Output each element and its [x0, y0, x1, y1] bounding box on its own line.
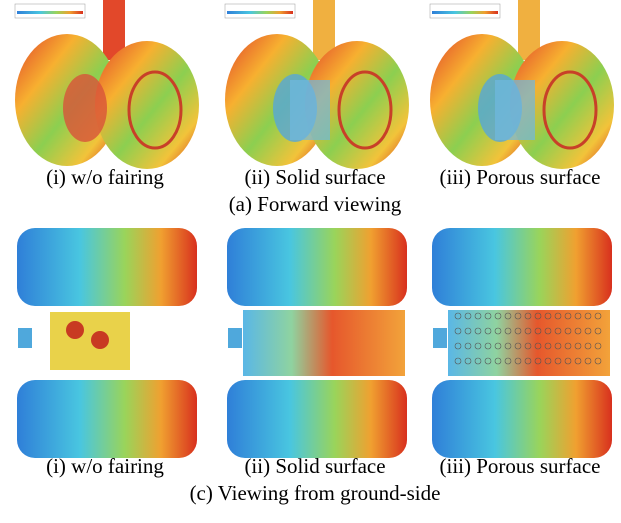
gear-body — [50, 312, 130, 370]
subfigure-label: (ii) Solid surface — [244, 165, 385, 189]
mount — [228, 328, 242, 348]
bottom-tire — [227, 380, 407, 458]
forward-view — [225, 0, 409, 169]
top-tire — [227, 228, 407, 306]
figure: (i) w/o fairing (ii) Solid surface (iii) P… — [0, 0, 621, 523]
ground-view — [17, 228, 197, 458]
forward-view — [15, 0, 199, 169]
mount — [433, 328, 447, 348]
fairing — [495, 80, 535, 140]
bottom-tire — [17, 380, 197, 458]
top-tire — [17, 228, 197, 306]
panel-caption: (a) Forward viewing — [229, 192, 402, 216]
subfigure-label: (i) w/o fairing — [46, 454, 164, 478]
gear-hole — [91, 331, 109, 349]
gear-hole — [66, 321, 84, 339]
subfigure-label: (ii) Solid surface — [244, 454, 385, 478]
top-tire — [432, 228, 612, 306]
ground-view — [432, 228, 612, 458]
subfigure-label: (i) w/o fairing — [46, 165, 164, 189]
forward-view — [430, 0, 614, 169]
legend-scale — [227, 11, 293, 14]
right-tire — [95, 41, 199, 169]
mount — [18, 328, 32, 348]
fairing — [290, 80, 330, 140]
fairing — [243, 310, 405, 376]
subfigure-label: (iii) Porous surface — [440, 165, 601, 189]
ground-view — [227, 228, 407, 458]
panel-caption: (c) Viewing from ground-side — [190, 481, 441, 505]
legend-scale — [432, 11, 498, 14]
legend-scale — [17, 11, 83, 14]
hub — [63, 74, 107, 142]
subfigure-label: (iii) Porous surface — [440, 454, 601, 478]
bottom-tire — [432, 380, 612, 458]
